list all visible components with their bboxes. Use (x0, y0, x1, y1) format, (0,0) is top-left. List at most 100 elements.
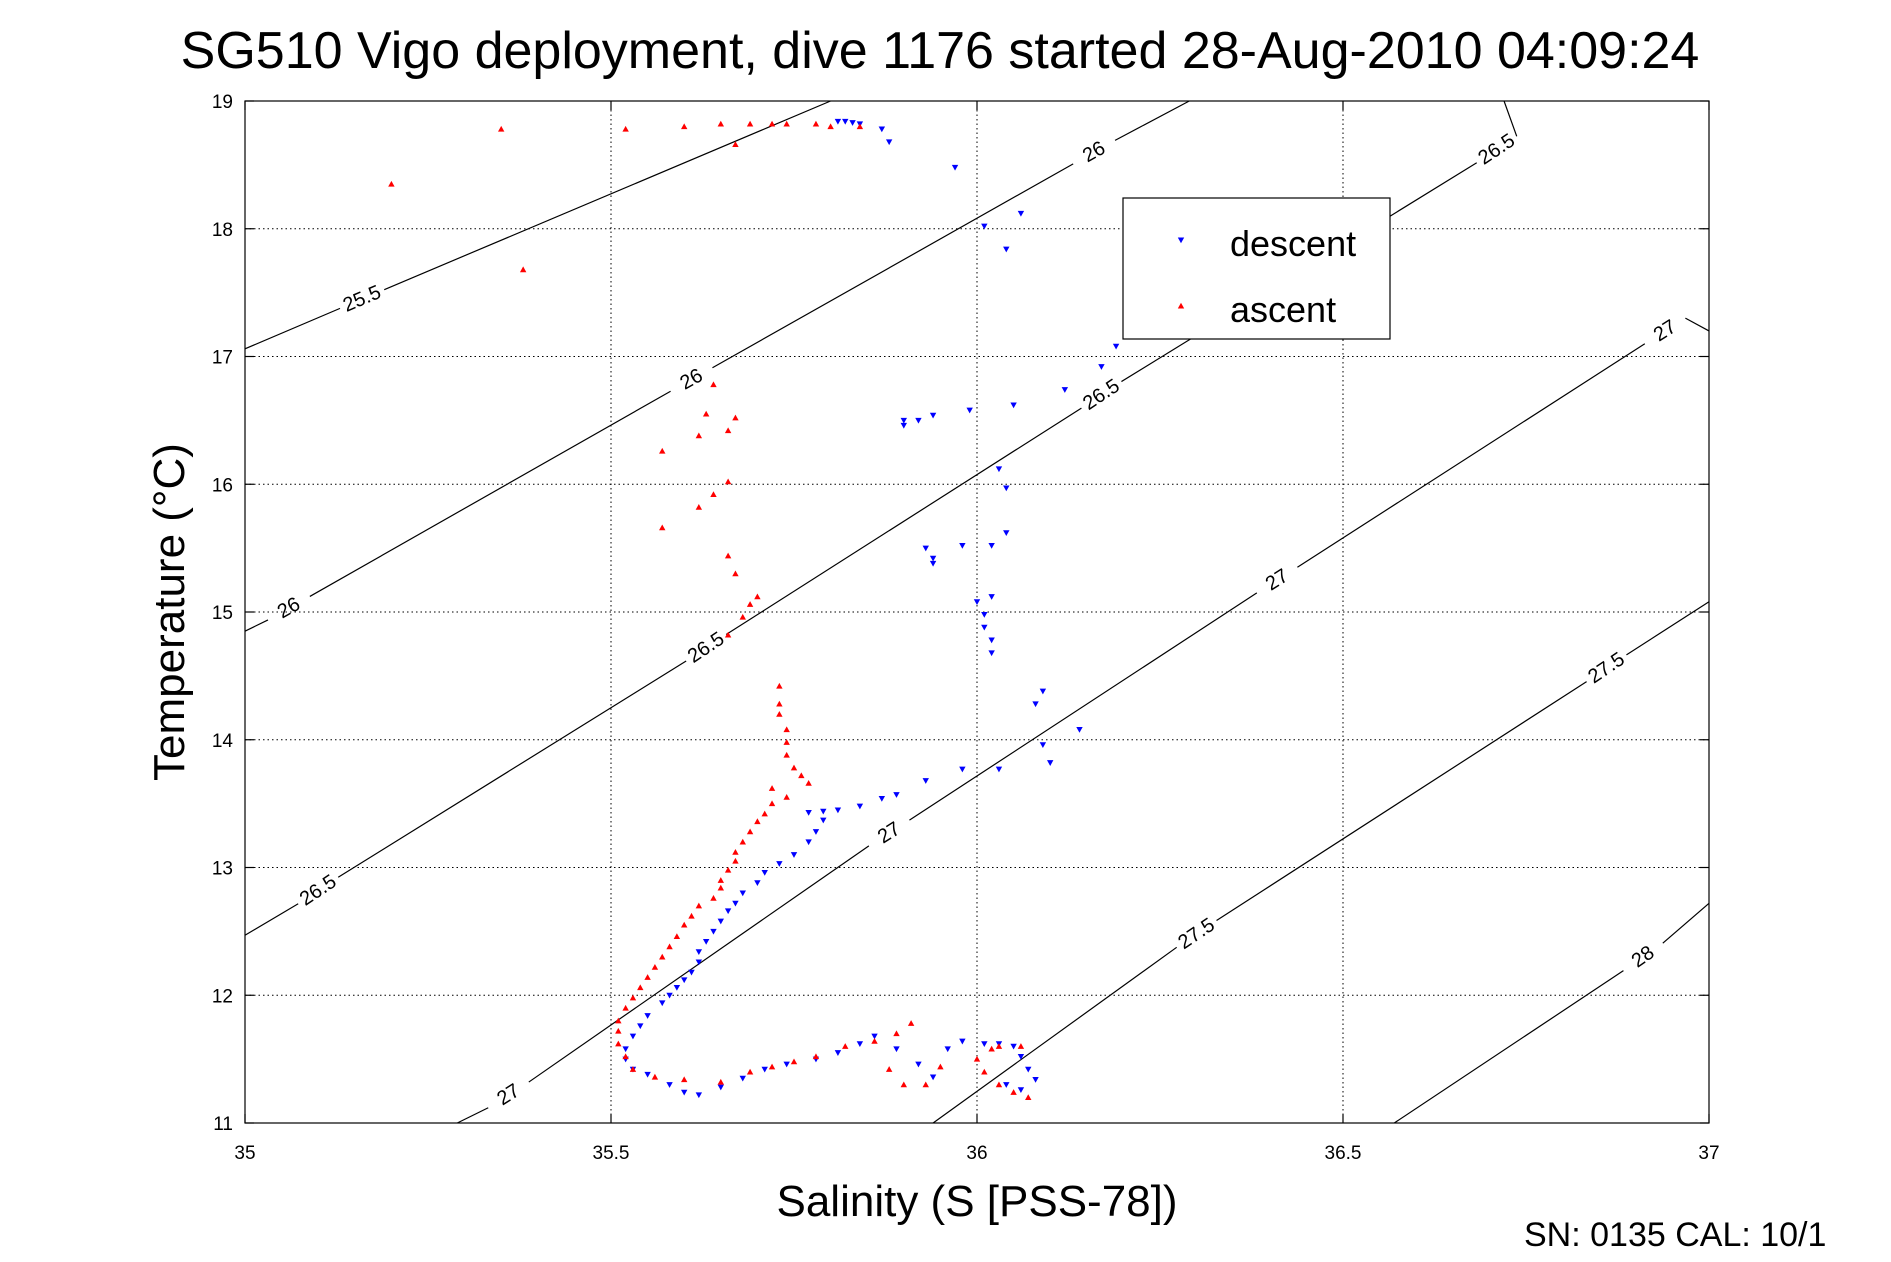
descent-point (885, 139, 893, 146)
ascent-point (717, 120, 724, 127)
ascent-point (388, 180, 395, 187)
ascent-point (893, 1030, 900, 1037)
x-axis-label: Salinity (S [PSS-78]) (776, 1177, 1177, 1226)
ascent-point (673, 933, 681, 940)
ascent-point (776, 682, 783, 689)
ascent-point (1025, 1094, 1032, 1101)
descent-point (1039, 688, 1047, 695)
contour-line-26 (244, 619, 269, 632)
ascent-point (651, 1073, 659, 1080)
ascent-point (739, 838, 746, 845)
ascent-point (659, 524, 666, 531)
descent-point (856, 803, 864, 810)
descent-point (1003, 1082, 1010, 1088)
ascent-point (937, 1063, 944, 1070)
legend-label-ascent: ascent (1230, 289, 1336, 330)
descent-point (944, 1046, 951, 1053)
descent-point (988, 637, 995, 644)
descent-point (710, 928, 717, 935)
descent-point (717, 918, 724, 925)
descent-point (915, 1061, 922, 1068)
descent-point (922, 778, 929, 784)
ascent-point (732, 848, 739, 855)
calibration-footer: SN: 0135 CAL: 10/1 (1524, 1216, 1826, 1254)
contour-line-28 (1662, 902, 1710, 944)
ascent-point (995, 1081, 1003, 1088)
y-tick-label: 17 (212, 348, 233, 369)
ascent-point (710, 894, 717, 901)
contour-line-25.5 (244, 307, 341, 350)
descent-point (695, 959, 703, 966)
descent-point (995, 466, 1003, 473)
ascent-point (922, 1081, 929, 1088)
descent-point (959, 766, 966, 773)
contour-line-27.5 (1626, 601, 1710, 656)
descent-point (981, 611, 988, 618)
y-tick-label: 19 (212, 92, 233, 113)
y-tick-label: 14 (212, 731, 234, 752)
ascent-point (622, 1004, 629, 1011)
ascent-point (717, 884, 724, 891)
descent-point (776, 861, 783, 867)
descent-point (893, 792, 900, 798)
ascent-point (622, 1053, 629, 1060)
descent-point (1112, 343, 1120, 350)
ascent-point (768, 1063, 776, 1070)
ascent-point (746, 828, 754, 835)
descent-point (1003, 530, 1010, 536)
descent-point (849, 120, 856, 126)
grid-lines (245, 101, 1709, 1123)
descent-point (915, 417, 922, 424)
axis-ticks: 35 35.5 36 36.5 37 11 12 13 14 15 16 17 18 19 (212, 92, 1720, 1164)
ascent-point (783, 739, 790, 745)
x-tick-label: 35.5 (593, 1143, 630, 1164)
descent-point (644, 1013, 651, 1019)
ascent-point (724, 478, 732, 485)
contour-line-26 (712, 163, 1074, 369)
ascent-point (622, 125, 629, 132)
ascent-point (768, 120, 776, 127)
descent-point (717, 1084, 724, 1091)
descent-point (988, 594, 995, 600)
ascent-point (842, 1043, 849, 1049)
descent-point (1010, 402, 1017, 409)
descent-point (622, 1046, 629, 1053)
x-tick-label: 36 (966, 1143, 987, 1164)
descent-point (1061, 387, 1069, 393)
ascent-point (659, 953, 666, 960)
ascent-point (981, 1068, 988, 1075)
descent-point (739, 1075, 746, 1082)
descent-point (900, 417, 907, 424)
descent-point (761, 1066, 768, 1073)
ascent-point (732, 141, 739, 147)
ascent-point (885, 1066, 893, 1072)
ascent-point (717, 1078, 724, 1085)
ascent-point (695, 504, 703, 510)
legend: descent ascent (1122, 197, 1391, 340)
descent-point (842, 118, 849, 125)
descent-point (688, 969, 695, 976)
ascent-point (856, 123, 864, 130)
descent-point (1017, 1054, 1025, 1060)
descent-point (834, 118, 842, 125)
contour-line-25.5 (383, 100, 831, 291)
ascent-point (1010, 1089, 1017, 1095)
descent-point (695, 949, 703, 956)
contour-line-27 (457, 1107, 489, 1124)
ascent-point (790, 1058, 798, 1065)
descent-point (681, 1089, 688, 1096)
descent-point (783, 1061, 790, 1068)
ascent-point (783, 794, 790, 800)
legend-marker-descent (1177, 237, 1185, 244)
ascent-point (717, 877, 724, 883)
ascent-point (732, 857, 739, 864)
descent-point (1017, 210, 1025, 217)
descent-point (981, 1041, 988, 1047)
ascent-point (746, 1068, 754, 1075)
descent-point (922, 545, 929, 552)
ascent-point (659, 447, 666, 454)
legend-box (1122, 197, 1391, 340)
x-tick-label: 36.5 (1325, 1143, 1362, 1164)
descent-point (834, 807, 842, 814)
